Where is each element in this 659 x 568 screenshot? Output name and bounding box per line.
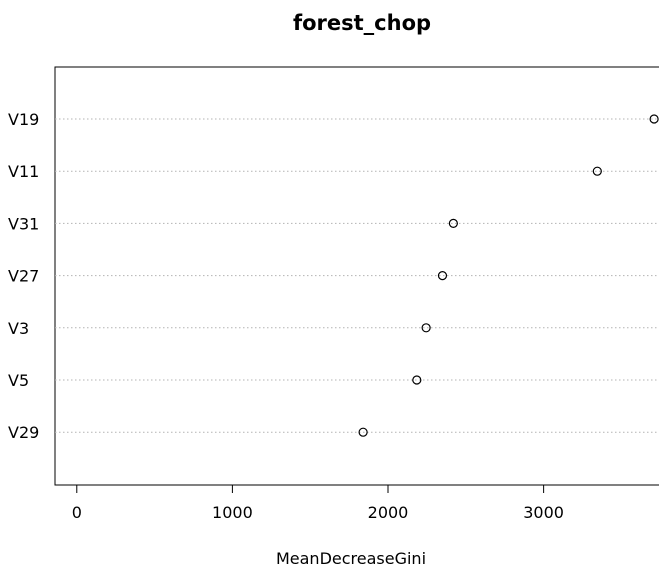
data-point: [412, 375, 422, 385]
category-label: V31: [8, 214, 39, 233]
gridlines: [55, 118, 659, 433]
category-label: V27: [8, 267, 39, 286]
x-axis: 0 1000 2000 3000: [72, 484, 564, 522]
x-tick-label: 3000: [523, 503, 564, 522]
data-point: [448, 218, 458, 228]
category-label: V19: [8, 110, 39, 129]
data-point: [437, 271, 448, 281]
category-labels: V19 V11 V31 V27 V3 V5 V29: [8, 110, 39, 442]
category-label: V29: [8, 423, 39, 442]
x-axis-label: MeanDecreaseGini: [276, 549, 426, 568]
data-points: [358, 114, 659, 437]
category-label: V5: [8, 371, 29, 390]
category-label: V3: [8, 319, 29, 338]
data-point: [421, 323, 431, 333]
x-tick-label: 2000: [368, 503, 409, 522]
category-label: V11: [8, 162, 39, 181]
x-tick-label: 0: [72, 503, 82, 522]
data-point: [649, 114, 659, 124]
chart-title: forest_chop: [293, 11, 431, 35]
data-point: [358, 427, 368, 437]
data-point: [592, 166, 602, 176]
x-tick-label: 1000: [212, 503, 253, 522]
